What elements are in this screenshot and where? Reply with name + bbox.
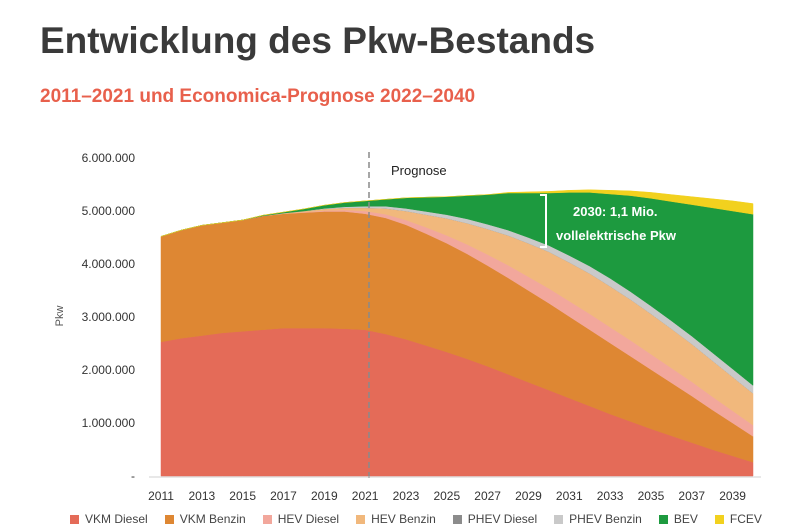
y-tick-label: 3.000.000 (82, 310, 136, 324)
area-series-fcev (160, 189, 754, 237)
y-tick-label: 5.000.000 (82, 204, 136, 218)
annotation-line-1: 2030: 1,1 Mio. (573, 204, 658, 219)
annotation-bracket (540, 194, 547, 248)
legend-item: VKM Benzin (164, 512, 246, 526)
legend-swatch (554, 514, 564, 524)
y-axis: - 1.000.000 2.000.000 3.000.000 4.000.000 5.0… (82, 151, 136, 483)
legend-label: BEV (673, 512, 698, 526)
x-tick-label: 2039 (719, 489, 746, 503)
legend-swatch (262, 514, 272, 524)
x-tick-label: 2037 (678, 489, 705, 503)
stacked-area-chart: Prognose 2030: 1,1 Mio. vollelektrische … (54, 151, 761, 503)
legend-item: HEV Benzin (356, 512, 436, 526)
legend-swatch (714, 514, 724, 524)
y-tick-label: 1.000.000 (82, 416, 136, 430)
legend-swatch (452, 514, 462, 524)
x-tick-label: 2019 (311, 489, 338, 503)
annotation-line-2: vollelektrische Pkw (556, 228, 677, 243)
legend-label: FCEV (729, 512, 762, 526)
legend-swatch (658, 514, 668, 524)
legend-swatch (70, 514, 79, 524)
legend-item: VKM Diesel (70, 512, 148, 526)
legend-label: HEV Benzin (371, 512, 436, 526)
legend-item: PHEV Benzin (554, 512, 642, 526)
legend-label: HEV Diesel (277, 512, 340, 526)
legend-item: PHEV Diesel (452, 512, 538, 526)
legend-label: VKM Diesel (85, 512, 148, 526)
x-tick-label: 2013 (188, 489, 215, 503)
x-tick-label: 2015 (229, 489, 256, 503)
legend: VKM Diesel VKM Benzin HEV Diesel HEV Benzin… (70, 512, 790, 526)
legend-label: VKM Benzin (179, 512, 246, 526)
legend-item: BEV (658, 512, 698, 526)
y-tick-label: 4.000.000 (82, 257, 136, 271)
x-axis: 2011 2013 2015 2017 2019 2021 2023 2025 2027 2029… (148, 476, 761, 503)
legend-label: PHEV Diesel (467, 512, 538, 526)
legend-item: FCEV (714, 512, 762, 526)
area-layer (160, 189, 754, 477)
overlay-layer: Prognose 2030: 1,1 Mio. vollelektrische … (368, 152, 677, 478)
legend-swatch (356, 514, 366, 524)
x-tick-label: 2017 (270, 489, 297, 503)
y-axis-title: Pkw (54, 306, 66, 327)
chart-title: Entwicklung des Pkw-Bestands (40, 20, 596, 61)
x-tick-label: 2023 (393, 489, 420, 503)
legend-item: HEV Diesel (262, 512, 340, 526)
legend-swatch (164, 514, 174, 524)
y-tick-label: - (131, 469, 135, 483)
y-tick-label: 6.000.000 (82, 151, 136, 165)
x-tick-label: 2035 (638, 489, 665, 503)
prognose-label: Prognose (391, 163, 447, 178)
x-tick-label: 2021 (352, 489, 379, 503)
x-tick-label: 2011 (148, 489, 174, 503)
x-tick-label: 2029 (515, 489, 542, 503)
chart-subtitle: 2011–2021 und Economica-Prognose 2022–20… (40, 86, 476, 107)
legend-label: PHEV Benzin (569, 512, 642, 526)
x-tick-label: 2027 (474, 489, 501, 503)
x-tick-label: 2031 (556, 489, 583, 503)
y-tick-label: 2.000.000 (82, 363, 136, 377)
x-tick-label: 2033 (597, 489, 624, 503)
x-tick-label: 2025 (433, 489, 460, 503)
